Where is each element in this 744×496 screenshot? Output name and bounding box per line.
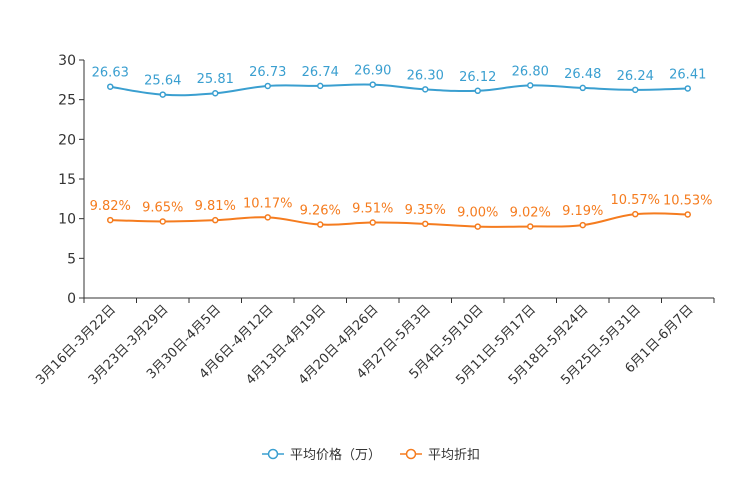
series-1-line [110,83,688,97]
series-1-data-label: 26.90 [354,64,391,79]
series-2-point [369,219,376,226]
y-tick-label: 15 [58,172,76,188]
series-2-data-label: 9.65% [142,200,183,215]
series-2-point [317,221,324,228]
series-1-data-label: 25.81 [197,72,234,87]
legend-item-2: 平均折扣 [400,448,480,463]
series-1-point [527,82,534,89]
series-2-data-label: 9.82% [90,199,131,214]
y-tick-label: 0 [67,291,76,307]
series-2-data-label: 9.81% [195,199,236,214]
series-2-point [474,223,481,230]
legend: 平均价格（万） 平均折扣 [262,447,480,463]
series-2-data-label: 9.02% [510,205,551,220]
series-2-data-label: 9.19% [562,204,603,219]
series-1-data-label: 26.30 [407,68,444,83]
series-1: 26.63 25.64 25.81 26.73 26.74 26.90 26.30 26.12… [92,64,706,98]
series-1-point [579,84,586,92]
y-tick-label: 5 [67,251,76,267]
series-1-data-label: 26.48 [564,67,601,82]
legend-marker-icon [405,448,417,460]
legend-item-1: 平均价格（万） [262,447,381,463]
legend-marker-icon [267,448,279,460]
series-2-point [422,220,429,228]
series-1-point [317,82,324,90]
y-tick-label: 20 [58,132,76,148]
legend-label: 平均价格（万） [290,447,381,463]
series-1-data-label: 26.73 [249,65,286,80]
series-layer: 26.63 25.64 25.81 26.73 26.74 26.90 26.30 26.12… [90,64,713,230]
series-1-point [107,83,114,90]
series-2-point [684,211,691,218]
y-tick-label: 30 [58,53,76,69]
series-1-data-label: 25.64 [144,74,181,89]
series-2-data-label: 9.26% [300,204,341,219]
y-tick-label: 10 [58,212,76,228]
series-1-point [159,91,166,98]
series-2-data-label: 10.57% [610,193,660,208]
series-1-point [264,82,271,90]
series-2-point [159,218,166,225]
series-1-point [632,86,639,94]
series-2-data-label: 9.00% [457,206,498,221]
series-2-point [527,223,534,230]
series-1-data-label: 26.41 [669,67,706,82]
series-2-data-label: 9.35% [405,203,446,218]
series-1-point [684,85,691,92]
series-2-point [264,214,271,221]
y-tick-label: 25 [58,93,76,109]
series-1-point [474,87,481,95]
series-2-data-label: 9.51% [352,202,393,217]
series-1-point [369,81,376,88]
series-2-point [632,210,639,218]
series-1-point [212,89,219,97]
series-1-point [422,86,429,93]
series-1-data-label: 26.80 [512,64,549,79]
series-2-point [579,221,586,229]
series-2-point [212,216,219,224]
legend-label: 平均折扣 [428,448,480,463]
series-2-line [110,212,688,228]
series-1-data-label: 26.24 [617,69,654,84]
series-1-data-label: 26.63 [92,66,129,81]
series-1-data-label: 26.12 [459,70,496,85]
series-1-data-label: 26.74 [302,65,339,80]
series-2-data-label: 10.53% [663,193,713,208]
series-2-data-label: 10.17% [243,196,293,211]
series-2-point [107,216,114,224]
series-2: 9.82% 9.65% 9.81% 10.17% 9.26% 9.51% 9.35% 9.00… [90,193,713,230]
